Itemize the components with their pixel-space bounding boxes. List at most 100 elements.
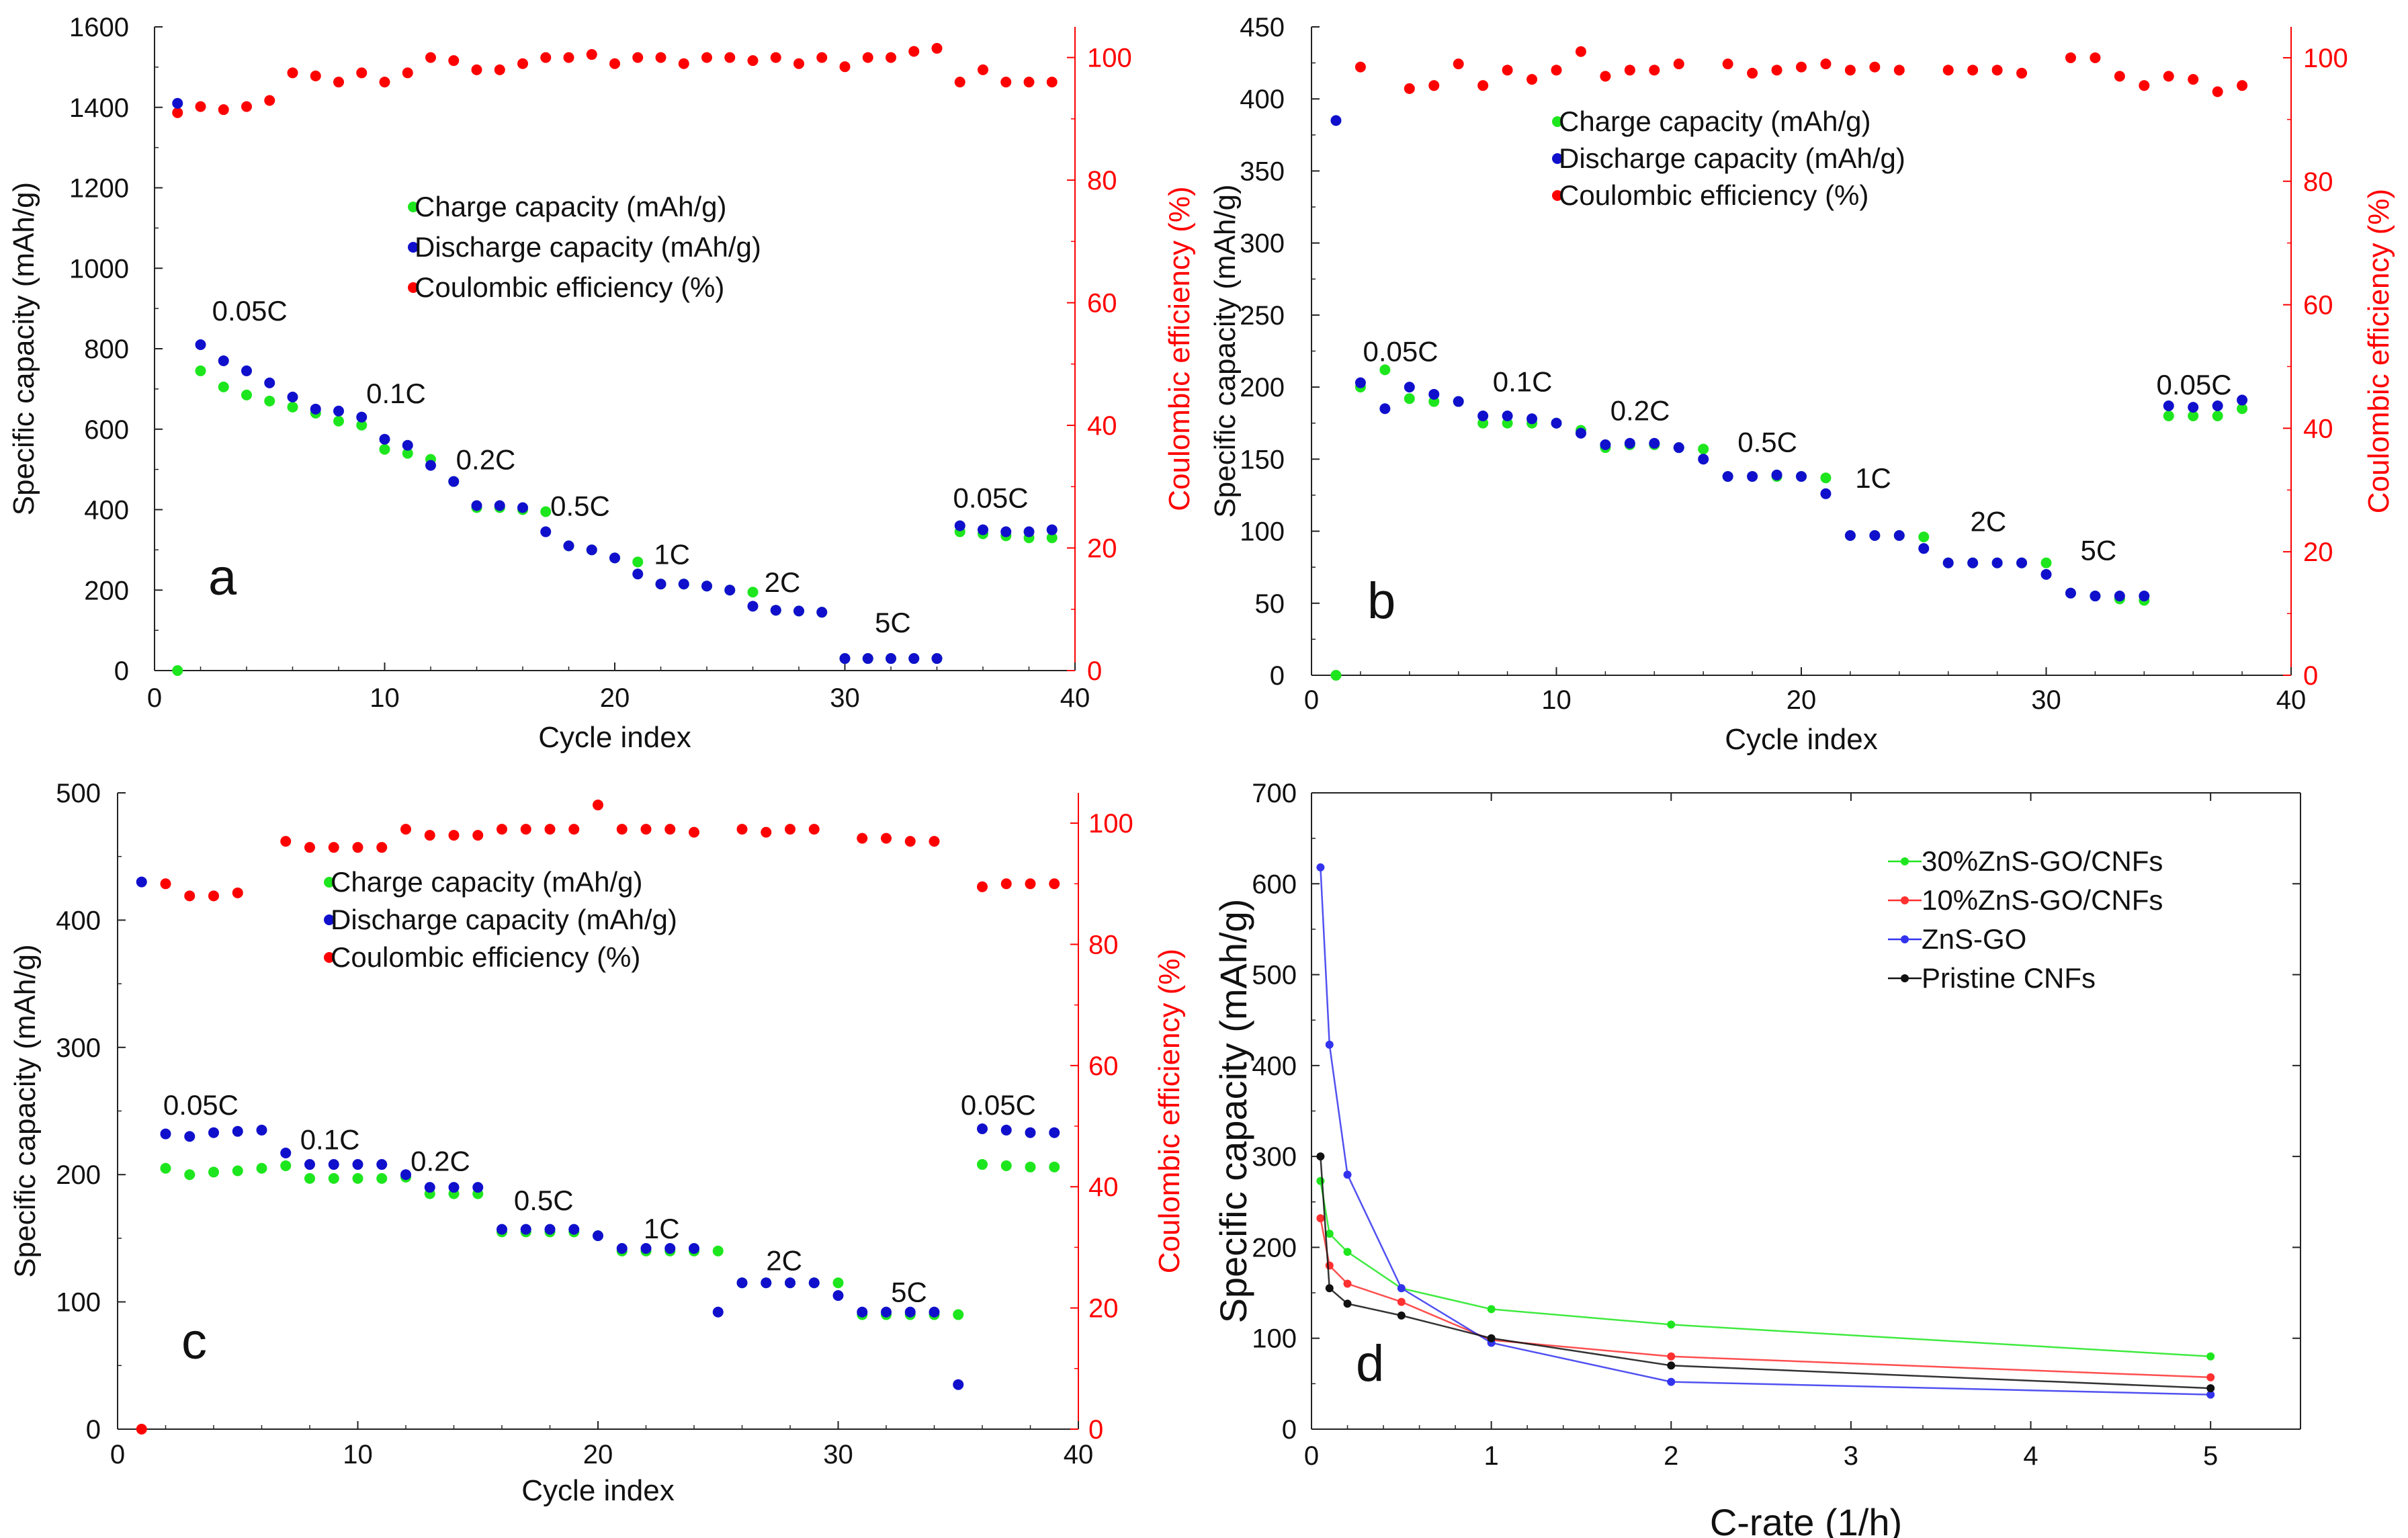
legend-marker [1552, 153, 1563, 164]
coulombic-efficiency-point [1820, 58, 1832, 70]
discharge-capacity-point [1023, 526, 1035, 538]
coulombic-efficiency-point [497, 824, 507, 835]
panel-c: 0 10 20 30 400100200300400500020406080100Cyc… [9, 779, 1186, 1507]
coulombic-efficiency-point [2212, 86, 2223, 97]
discharge-capacity-point [1673, 442, 1684, 454]
charge-capacity-point [977, 1159, 988, 1170]
y-tick-label: 300 [1240, 229, 1285, 259]
coulombic-efficiency-point [1354, 61, 1366, 73]
rate-annotation: 0.1C [366, 378, 426, 409]
charge-capacity-point [832, 1277, 844, 1289]
coulombic-efficiency-point [400, 824, 411, 835]
charge-capacity-point [540, 506, 552, 517]
rate-annotation: 0.5C [514, 1185, 574, 1216]
charge-capacity-point [1025, 1161, 1036, 1172]
y2-axis-title: Coulombic efficiency (%) [2362, 189, 2395, 513]
rate-annotation: 0.1C [1493, 366, 1553, 398]
discharge-capacity-point [931, 653, 943, 665]
y2-axis-title: Coulombic efficiency (%) [1163, 186, 1196, 511]
coulombic-efficiency-point [1893, 65, 1905, 76]
x-axis-title: C-rate (1/h) [1710, 1501, 1902, 1538]
y-tick-label: 50 [1255, 589, 1285, 619]
y2-tick-label: 60 [1087, 289, 1117, 318]
coulombic-efficiency-point [678, 58, 689, 69]
coulombic-efficiency-point [1722, 58, 1733, 70]
discharge-capacity-point [616, 1243, 628, 1254]
discharge-capacity-point [1354, 377, 1366, 388]
discharge-capacity-point [563, 540, 574, 552]
discharge-capacity-point [881, 1306, 892, 1318]
discharge-capacity-point [1526, 413, 1538, 425]
discharge-capacity-point [402, 439, 413, 451]
y2-tick-label: 0 [1087, 656, 1102, 686]
coulombic-efficiency-point [632, 52, 644, 63]
y-tick-label: 200 [56, 1160, 101, 1190]
series-point [1343, 1248, 1352, 1256]
discharge-capacity-point [136, 876, 147, 888]
discharge-capacity-point [540, 526, 552, 538]
x-tick-label: 3 [1844, 1441, 1858, 1471]
coulombic-efficiency-point [425, 52, 436, 63]
panel-label: c [181, 1313, 207, 1370]
coulombic-efficiency-point [977, 881, 988, 892]
series-point [2206, 1352, 2215, 1361]
legend-entry: Charge capacity (mAh/g) [331, 866, 643, 898]
discharge-capacity-point [785, 1277, 796, 1289]
y-tick-label: 1200 [69, 174, 129, 204]
series-point [2206, 1390, 2215, 1399]
discharge-capacity-point [1747, 471, 1758, 482]
coulombic-efficiency-point [160, 878, 171, 890]
y-tick-label: 0 [1270, 661, 1285, 691]
coulombic-efficiency-point [1575, 46, 1586, 57]
coulombic-efficiency-point [664, 824, 676, 835]
discharge-capacity-point [1000, 526, 1012, 538]
legend-entry: Discharge capacity (mAh/g) [415, 231, 761, 263]
discharge-capacity-point [544, 1224, 556, 1235]
coulombic-efficiency-point [1000, 77, 1012, 88]
discharge-capacity-point [1046, 524, 1058, 536]
coulombic-efficiency-point [208, 890, 219, 902]
coulombic-efficiency-point [881, 832, 892, 844]
legend-entry: Discharge capacity (mAh/g) [1559, 142, 1905, 174]
charge-capacity-point [280, 1160, 292, 1171]
coulombic-efficiency-point [747, 55, 759, 67]
discharge-capacity-point [208, 1127, 219, 1138]
legend-entry: ZnS-GO [1922, 923, 2026, 955]
x-tick-label: 1 [1484, 1441, 1499, 1471]
charge-capacity-point [632, 556, 644, 568]
series-point [1316, 1152, 1325, 1161]
rate-annotation: 0.5C [550, 490, 610, 521]
coulombic-efficiency-point [195, 101, 206, 112]
coulombic-efficiency-point [1624, 65, 1635, 76]
charge-capacity-point [1379, 364, 1391, 376]
series-point [1343, 1279, 1352, 1288]
discharge-capacity-point [1796, 471, 1807, 482]
coulombic-efficiency-point [736, 824, 748, 835]
charge-capacity-point [184, 1169, 196, 1181]
rate-annotation: 0.05C [212, 295, 288, 327]
coulombic-efficiency-point [520, 824, 531, 835]
x-tick-label: 4 [2023, 1441, 2038, 1471]
discharge-capacity-point [770, 605, 781, 616]
charge-capacity-point [1918, 531, 1930, 543]
coulombic-efficiency-point [402, 67, 413, 79]
discharge-capacity-point [333, 405, 344, 417]
coulombic-efficiency-point [1600, 71, 1611, 82]
coulombic-efficiency-point [793, 58, 804, 69]
y-tick-label: 500 [1252, 961, 1297, 990]
y2-tick-label: 40 [1088, 1172, 1119, 1202]
y2-tick-label: 80 [2303, 167, 2333, 197]
coulombic-efficiency-point [908, 46, 920, 57]
discharge-capacity-point [1330, 115, 1342, 126]
coulombic-efficiency-point [1404, 83, 1415, 94]
y2-tick-label: 20 [1087, 534, 1117, 564]
legend-entry: 30%ZnS-GO/CNFs [1922, 845, 2163, 877]
coulombic-efficiency-point [785, 824, 796, 835]
discharge-capacity-point [1649, 437, 1660, 449]
panel-label: b [1367, 572, 1395, 630]
discharge-capacity-point [471, 500, 482, 511]
rate-annotation: 0.2C [1610, 394, 1670, 426]
coulombic-efficiency-point [376, 842, 388, 853]
rate-annotation: 5C [891, 1277, 927, 1308]
discharge-capacity-point [352, 1159, 363, 1170]
